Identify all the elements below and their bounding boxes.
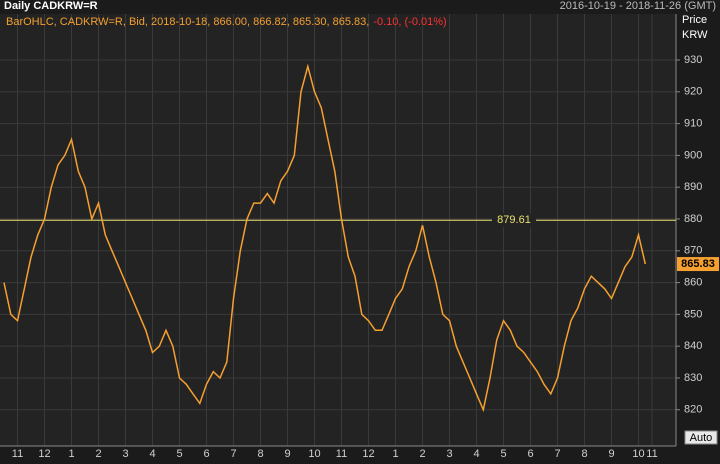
x-tick-label: 3 (446, 448, 452, 460)
x-tick-label: 12 (362, 448, 374, 460)
plot-area (0, 14, 676, 446)
y-axis-label: Price (682, 14, 707, 26)
y-tick-label: 930 (684, 54, 702, 66)
y-tick-label: 920 (684, 86, 702, 98)
y-tick-label: 870 (684, 245, 702, 257)
y-tick-label: 860 (684, 276, 702, 288)
auto-button[interactable] (684, 430, 718, 445)
y-tick-label: 890 (684, 181, 702, 193)
y-tick-label: 850 (684, 308, 702, 320)
x-tick-label: 5 (500, 448, 506, 460)
x-tick-label: 1 (68, 448, 74, 460)
x-tick-label: 7 (230, 448, 236, 460)
y-tick-label: 900 (684, 149, 702, 161)
x-tick-label: 11 (646, 448, 657, 460)
date-range: 2016-10-19 - 2018-11-26 (GMT) (560, 0, 716, 12)
x-tick-label: 4 (149, 448, 155, 460)
auto-button-label[interactable]: Auto (690, 432, 713, 444)
y-tick-label: 820 (684, 404, 702, 416)
x-tick-label: 5 (176, 448, 182, 460)
x-tick-label: 10 (308, 448, 320, 460)
x-tick-label: 6 (203, 448, 209, 460)
y-tick-label: 840 (684, 340, 702, 352)
x-tick-label: 1 (392, 448, 398, 460)
x-tick-label: 8 (581, 448, 587, 460)
x-tick-label: 7 (554, 448, 560, 460)
x-tick-label: 6 (527, 448, 533, 460)
y-tick-label: 910 (684, 118, 702, 130)
x-tick-label: 2 (419, 448, 425, 460)
x-tick-label: 9 (284, 448, 290, 460)
x-tick-label: 8 (257, 448, 263, 460)
chart-title: Daily CADKRW=R (4, 0, 98, 12)
reference-label: 879.61 (497, 214, 531, 226)
x-tick-label: 10 (632, 448, 644, 460)
y-axis-unit: KRW (682, 29, 708, 41)
x-tick-label: 4 (473, 448, 479, 460)
x-tick-label: 3 (122, 448, 128, 460)
last-price-label: 865.83 (681, 258, 715, 270)
legend: BarOHLC, CADKRW=R, Bid, 2018-10-18, 866.… (6, 16, 447, 28)
price-line (3, 63, 647, 413)
x-tick-label: 11 (12, 448, 23, 460)
y-tick-label: 830 (684, 372, 702, 384)
last-price-tag (677, 257, 719, 272)
legend-text: BarOHLC, CADKRW=R, Bid, 2018-10-18, 866.… (6, 16, 369, 28)
reference-label-bg (492, 213, 536, 228)
y-tick-label: 880 (684, 213, 702, 225)
x-tick-label: 9 (608, 448, 614, 460)
x-tick-label: 11 (336, 448, 347, 460)
legend-change: -0.10, (-0.01%) (373, 16, 446, 28)
x-tick-label: 2 (95, 448, 101, 460)
x-tick-label: 12 (38, 448, 50, 460)
